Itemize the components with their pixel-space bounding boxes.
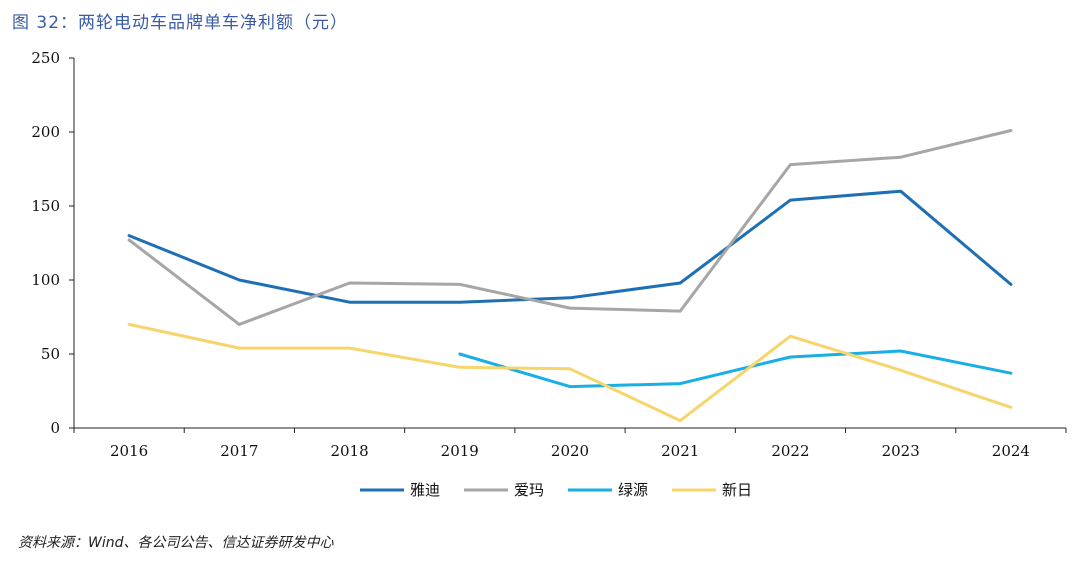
legend-label: 爱玛 [514, 481, 544, 499]
y-tick-label: 0 [50, 419, 60, 437]
legend-label: 雅迪 [410, 481, 440, 499]
legend-label: 绿源 [618, 481, 648, 499]
x-tick-label: 2020 [551, 442, 589, 460]
series-line-2 [458, 349, 1013, 389]
x-tick-label: 2023 [882, 442, 920, 460]
source-note: 资料来源：Wind、各公司公告、信达证券研发中心 [18, 535, 334, 551]
x-tick-label: 2019 [441, 442, 479, 460]
x-tick-label: 2017 [220, 442, 258, 460]
chart-series-lines [127, 129, 1013, 423]
chart-legend: 雅迪 爱玛 绿源 新日 [360, 481, 752, 499]
figure-title: 图 32：两轮电动车品牌单车净利额（元） [12, 13, 349, 33]
x-tick-label: 2021 [661, 442, 699, 460]
x-tick-label: 2022 [771, 442, 809, 460]
y-tick-label: 50 [41, 345, 60, 363]
chart-axes: 0 50 100 150 200 250 2016 2017 2018 2019 2020 2021 2… [31, 49, 1067, 460]
y-tick-label: 150 [31, 197, 60, 215]
series-line-1 [127, 129, 1013, 326]
y-tick-label: 200 [31, 123, 60, 141]
x-tick-label: 2018 [330, 442, 368, 460]
series-line-0 [127, 189, 1013, 304]
y-tick-label: 100 [31, 271, 60, 289]
x-tick-label: 2024 [992, 442, 1030, 460]
x-tick-label: 2016 [110, 442, 148, 460]
series-line-3 [127, 322, 1013, 423]
legend-label: 新日 [722, 481, 752, 499]
y-tick-label: 250 [31, 49, 60, 67]
